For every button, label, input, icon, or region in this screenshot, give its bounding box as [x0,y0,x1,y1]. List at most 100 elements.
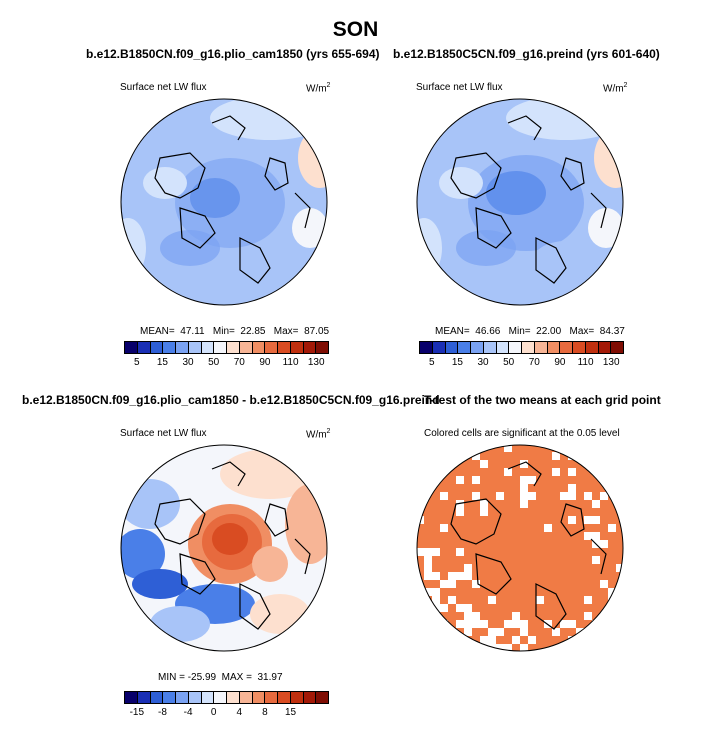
significant-cell [464,508,472,516]
significant-cell [480,492,488,500]
significant-cell [512,548,520,556]
significant-cell [432,508,440,516]
significant-cell [544,588,552,596]
significant-cell [417,564,424,572]
significant-cell [536,484,544,492]
significant-cell [417,524,424,532]
significant-cell [440,572,448,580]
significant-cell [488,564,496,572]
significant-cell [576,524,584,532]
significant-cell [552,460,560,468]
panel1-colorbar-tick-label: 70 [233,357,245,368]
significant-cell [568,500,576,508]
significant-cell [568,508,576,516]
significant-cell [536,524,544,532]
significant-cell [592,476,600,484]
significant-cell [536,636,544,644]
significant-cell [440,596,448,604]
significant-cell [496,524,504,532]
significant-cell [464,532,472,540]
significant-cell [504,636,512,644]
panel3-colorbar-tick-label: 15 [285,707,297,718]
significant-cell [600,596,608,604]
significant-cell [464,596,472,604]
significant-cell [584,604,592,612]
significant-cell [584,588,592,596]
significant-cell [544,612,552,620]
significant-cell [552,516,560,524]
significant-cell [520,596,528,604]
significant-cell [424,460,432,468]
significant-cell [576,476,584,484]
significant-cell [560,500,568,508]
significant-cell [512,628,520,636]
significant-cell [568,476,576,484]
significant-cell [584,445,592,452]
significant-cell [528,612,536,620]
significant-cell [552,548,560,556]
significant-cell [464,644,472,651]
significant-cell [432,580,440,588]
panel1-colorbar-tick-label: 110 [282,357,299,368]
significant-cell [488,612,496,620]
significant-cell [488,468,496,476]
panel1-colorbar-swatch-13 [290,342,304,353]
significant-cell [584,548,592,556]
significant-cell [496,445,504,452]
panel3-colorbar-tick-label: -15 [129,707,145,718]
panel2-colorbar-swatch-10 [547,342,561,353]
significant-cell [472,548,480,556]
significant-cell [544,556,552,564]
significant-cell [520,564,528,572]
significant-cell [440,484,448,492]
significant-cell [456,596,464,604]
significant-cell [496,604,504,612]
significant-cell [488,556,496,564]
significant-cell [592,572,600,580]
significant-cell [432,516,440,524]
significant-cell [512,460,520,468]
significant-cell [488,540,496,548]
significant-cell [592,468,600,476]
significant-cell [608,628,616,636]
panel3-colorbar-swatch-13 [290,692,304,703]
significant-cell [504,588,512,596]
significant-cell [448,604,456,612]
significant-cell [536,620,544,628]
significant-cell [520,612,528,620]
significant-cell [544,484,552,492]
significant-cell [608,508,616,516]
significant-cell [552,492,560,500]
significant-cell [417,468,424,476]
significant-cell [440,588,448,596]
significant-cell [552,476,560,484]
significant-cell [616,612,623,620]
significant-cell [496,452,504,460]
panel1-colorbar-tick-label: 30 [182,357,194,368]
significant-cell [448,564,456,572]
significant-cell [504,564,512,572]
panel2-colorbar-swatch-5 [483,342,497,353]
significant-cell [480,612,488,620]
significant-cell [496,476,504,484]
significant-cell [432,468,440,476]
significant-cell [608,548,616,556]
significant-cell [448,636,456,644]
significant-cell [480,484,488,492]
significant-cell [520,524,528,532]
significant-cell [488,460,496,468]
significant-cell [464,588,472,596]
panel1-colorbar-tick-label: 130 [307,357,325,368]
significant-cell [472,604,480,612]
significant-cell [448,476,456,484]
significant-cell [592,452,600,460]
significant-cell [512,644,520,651]
significant-cell [560,540,568,548]
significant-cell [520,445,528,452]
significant-cell [592,524,600,532]
significant-cell [528,580,536,588]
significant-cell [417,596,424,604]
panel1-colorbar-swatch-8 [227,342,240,353]
significant-cell [448,460,456,468]
significant-cell [576,620,584,628]
